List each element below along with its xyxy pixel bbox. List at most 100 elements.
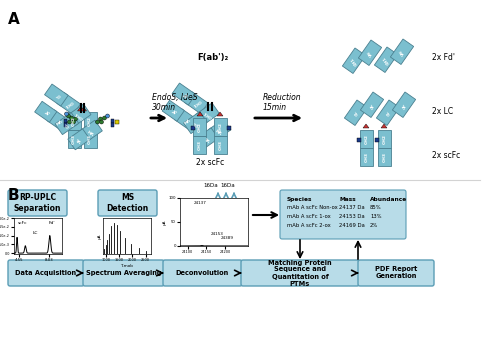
- Text: Abundance: Abundance: [370, 197, 407, 202]
- Polygon shape: [360, 92, 384, 118]
- Polygon shape: [80, 107, 86, 111]
- Circle shape: [68, 120, 71, 124]
- Y-axis label: µA: µA: [163, 219, 167, 225]
- Polygon shape: [378, 148, 391, 166]
- Text: CH3: CH3: [382, 152, 386, 162]
- Text: Data Acquisition: Data Acquisition: [16, 270, 76, 276]
- FancyBboxPatch shape: [8, 260, 84, 286]
- Text: mAb A scFc 1-ox: mAb A scFc 1-ox: [287, 214, 331, 219]
- FancyBboxPatch shape: [83, 260, 164, 286]
- Text: mAb A scFc 2-ox: mAb A scFc 2-ox: [287, 223, 331, 228]
- Text: CH1: CH1: [350, 56, 358, 66]
- Text: Fd': Fd': [48, 221, 55, 225]
- Text: CH2: CH2: [88, 116, 92, 126]
- Text: CH2: CH2: [218, 122, 222, 132]
- Text: VL: VL: [400, 101, 407, 108]
- Text: 85%: 85%: [370, 205, 382, 210]
- Text: 24389: 24389: [221, 236, 234, 240]
- Text: 2x scFc: 2x scFc: [196, 158, 224, 167]
- Text: CH3: CH3: [198, 140, 202, 150]
- Text: CH1: CH1: [202, 110, 213, 119]
- Text: CH3: CH3: [72, 134, 76, 144]
- Text: VH: VH: [87, 127, 95, 134]
- Polygon shape: [217, 112, 223, 116]
- FancyBboxPatch shape: [241, 260, 359, 286]
- Polygon shape: [68, 104, 91, 126]
- Polygon shape: [197, 112, 203, 116]
- Text: PDF Report
Generation: PDF Report Generation: [375, 266, 417, 279]
- Polygon shape: [363, 124, 369, 128]
- Polygon shape: [68, 112, 80, 130]
- Text: VH: VH: [216, 126, 224, 133]
- Text: scFc: scFc: [18, 221, 28, 225]
- Polygon shape: [184, 92, 208, 114]
- Text: 2%: 2%: [370, 223, 378, 228]
- Text: 2x Fd': 2x Fd': [432, 53, 455, 61]
- Text: 24169 Da: 24169 Da: [339, 223, 365, 228]
- Polygon shape: [68, 130, 80, 148]
- Circle shape: [70, 116, 73, 120]
- Text: VL: VL: [204, 135, 211, 142]
- FancyBboxPatch shape: [191, 126, 194, 130]
- Circle shape: [72, 120, 76, 124]
- Polygon shape: [360, 148, 373, 166]
- Text: 24153 Da: 24153 Da: [339, 214, 364, 219]
- Polygon shape: [68, 129, 90, 150]
- Text: VL: VL: [368, 101, 376, 108]
- Polygon shape: [80, 120, 102, 141]
- Text: VH: VH: [54, 117, 62, 124]
- FancyBboxPatch shape: [98, 190, 157, 216]
- Circle shape: [98, 117, 102, 121]
- FancyBboxPatch shape: [357, 138, 360, 141]
- Text: CL: CL: [353, 109, 360, 116]
- Text: CH2: CH2: [198, 122, 202, 132]
- Polygon shape: [376, 100, 400, 125]
- FancyBboxPatch shape: [8, 190, 67, 216]
- Text: CL: CL: [53, 92, 60, 98]
- Text: CH1: CH1: [64, 99, 74, 108]
- Polygon shape: [358, 40, 382, 66]
- Polygon shape: [174, 109, 197, 130]
- Text: CH2: CH2: [364, 134, 368, 144]
- Text: 24137: 24137: [194, 201, 207, 205]
- Text: CH1: CH1: [382, 55, 390, 65]
- FancyBboxPatch shape: [163, 260, 242, 286]
- Text: CH3: CH3: [88, 134, 92, 144]
- Text: 2x LC: 2x LC: [432, 107, 453, 117]
- Text: VH: VH: [398, 48, 406, 55]
- Text: CH2: CH2: [72, 116, 76, 126]
- Text: VL: VL: [76, 136, 82, 143]
- Polygon shape: [184, 112, 207, 134]
- Text: CL: CL: [180, 91, 188, 97]
- FancyBboxPatch shape: [110, 123, 114, 126]
- Polygon shape: [214, 136, 227, 154]
- Text: CL: CL: [192, 119, 199, 126]
- FancyBboxPatch shape: [280, 190, 406, 239]
- Circle shape: [102, 116, 106, 120]
- FancyBboxPatch shape: [110, 119, 114, 122]
- Text: CL: CL: [63, 120, 70, 127]
- Polygon shape: [390, 39, 413, 65]
- Y-axis label: µA: µA: [98, 233, 102, 239]
- Polygon shape: [392, 92, 415, 118]
- Polygon shape: [360, 130, 373, 148]
- Text: VL: VL: [170, 107, 177, 114]
- Text: 24153: 24153: [211, 232, 224, 236]
- Circle shape: [100, 120, 103, 124]
- Polygon shape: [162, 100, 184, 121]
- Text: mAb A scFc Non-ox: mAb A scFc Non-ox: [287, 205, 338, 210]
- Text: MS
Detection: MS Detection: [106, 193, 148, 213]
- Text: CH3: CH3: [218, 140, 222, 150]
- Polygon shape: [374, 47, 398, 72]
- Text: F(ab')₂: F(ab')₂: [198, 53, 228, 62]
- FancyBboxPatch shape: [227, 126, 230, 130]
- Text: CH3: CH3: [364, 152, 368, 162]
- Polygon shape: [208, 119, 231, 140]
- Text: VL: VL: [42, 108, 50, 115]
- Circle shape: [64, 112, 68, 116]
- Polygon shape: [84, 130, 96, 148]
- Polygon shape: [193, 118, 206, 136]
- Text: CH1: CH1: [74, 111, 85, 119]
- Circle shape: [66, 114, 70, 118]
- Text: Deconvolution: Deconvolution: [176, 270, 229, 276]
